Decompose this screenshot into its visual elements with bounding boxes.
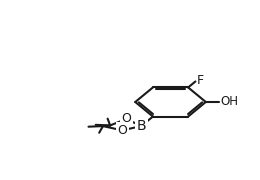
Text: O: O	[117, 124, 127, 137]
Text: B: B	[136, 119, 146, 133]
Text: O: O	[121, 112, 131, 125]
Text: OH: OH	[220, 95, 238, 109]
Text: F: F	[197, 74, 204, 87]
